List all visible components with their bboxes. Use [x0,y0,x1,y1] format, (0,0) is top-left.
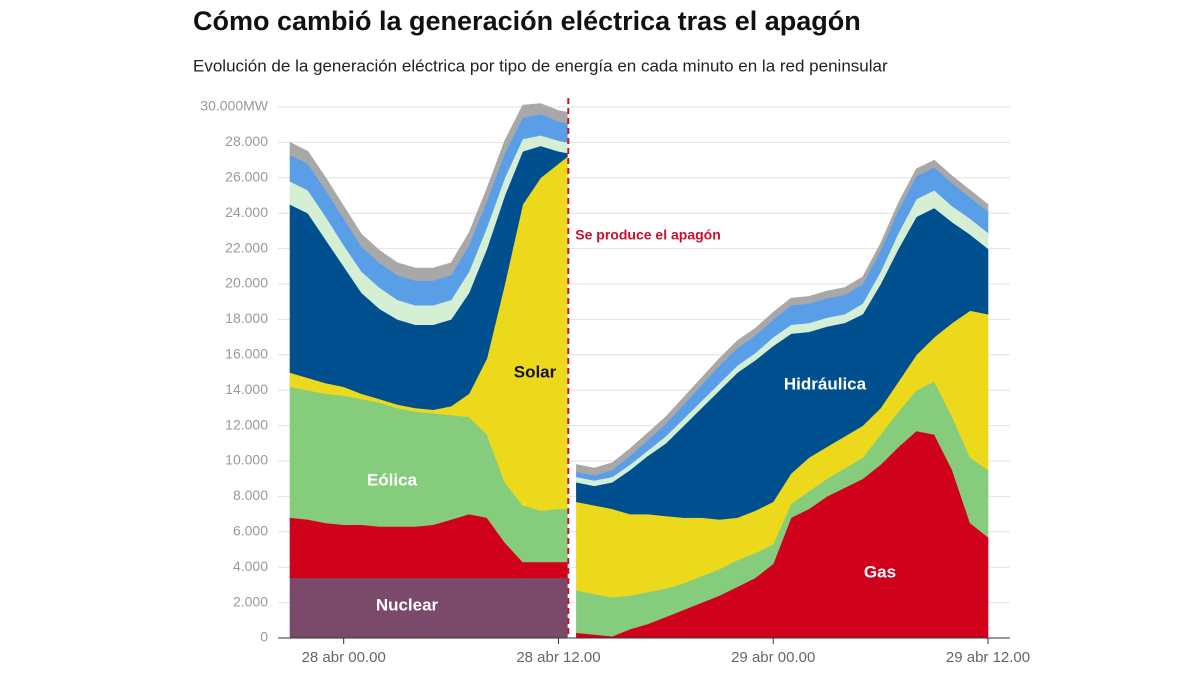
y-tick-label: 22.000 [225,239,268,255]
x-tick-label: 28 abr 00.00 [302,649,386,666]
y-tick-label: 30.000MW [200,98,268,114]
y-tick-label: 16.000 [225,346,268,362]
y-tick-label: 8.000 [233,487,268,503]
overlay: Se produce el apagón Nuclear Gas Eólica Sola… [278,98,1010,639]
y-tick-label: 20.000 [225,275,268,291]
y-tick-label: 12.000 [225,416,268,432]
areas [289,103,989,639]
annotation-text: Se produce el apagón [575,227,720,243]
y-tick-label: 26.000 [225,169,268,185]
y-tick-label: 24.000 [225,204,268,220]
x-tick-label: 29 abr 00.00 [731,649,815,666]
y-tick-label: 28.000 [225,133,268,149]
chart-subtitle: Evolución de la generación eléctrica por… [193,56,888,75]
chart-title: Cómo cambió la generación eléctrica tras… [193,6,861,36]
series-label: Eólica [367,470,418,489]
y-tick-label: 14.000 [225,381,268,397]
x-tick-label: 29 abr 12.00 [946,649,1030,666]
series-label: Gas [864,562,896,581]
y-tick-label: 0 [260,629,268,645]
series-label: Solar [514,362,557,381]
series-label: Hidráulica [784,374,867,393]
y-tick-label: 6.000 [233,523,268,539]
x-tick-label: 28 abr 12.00 [516,649,600,666]
y-tick-label: 18.000 [225,310,268,326]
series-label: Nuclear [376,595,439,614]
y-tick-label: 10.000 [225,452,268,468]
y-tick-label: 2.000 [233,593,268,609]
y-tick-label: 4.000 [233,558,268,574]
